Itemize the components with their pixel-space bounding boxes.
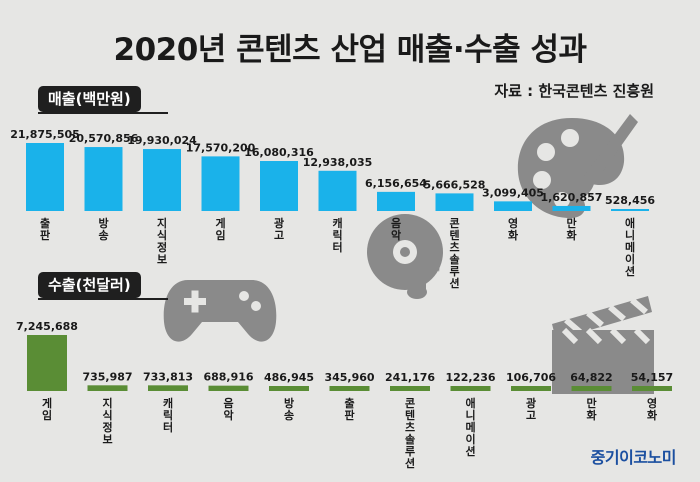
exports-value-label: 54,157	[631, 371, 673, 384]
sales-value-label: 12,938,035	[303, 156, 373, 169]
exports-value-label: 735,987	[82, 370, 132, 383]
exports-bar	[87, 385, 128, 391]
sales-bar	[201, 156, 240, 211]
sales-value-label: 6,156,654	[365, 177, 427, 190]
sales-section-title: 매출(백만원)	[38, 86, 141, 112]
exports-bar	[511, 386, 551, 391]
sales-value-label: 3,099,405	[482, 186, 544, 199]
exports-bar	[27, 335, 67, 391]
exports-value-label: 106,706	[506, 371, 556, 384]
brand-logo: 중기이코노미	[590, 448, 677, 467]
clapperboard-icon	[552, 296, 654, 394]
music-disc-icon	[367, 214, 443, 299]
sales-bar	[552, 205, 591, 211]
exports-bar	[450, 386, 491, 391]
exports-bar	[148, 385, 188, 391]
sales-value-label: 5,666,528	[424, 178, 486, 191]
exports-value-label: 241,176	[385, 371, 435, 384]
exports-value-label: 122,236	[445, 371, 495, 384]
sales-bar	[84, 147, 123, 211]
sales-value-label: 1,620,857	[541, 191, 603, 204]
sales-bar	[377, 191, 415, 211]
game-controller-icon	[163, 280, 277, 342]
sales-chart: 21,875,505 출 판 20,570,856 방 송 19,930,024 지 식 정 보 17…	[10, 128, 655, 290]
sales-value-label: 528,456	[605, 194, 655, 207]
sales-bar	[494, 201, 532, 211]
palette-icon	[517, 114, 638, 218]
sales-bar	[435, 193, 474, 211]
page-title: 2020년 콘텐츠 산업 매출·수출 성과	[113, 32, 587, 68]
sales-bar	[611, 209, 649, 211]
sales-value-label: 19,930,024	[127, 134, 197, 147]
exports-bar	[571, 386, 612, 391]
exports-bar	[329, 386, 370, 391]
sales-value-label: 17,570,200	[186, 141, 256, 154]
sales-value-label: 16,080,316	[244, 146, 314, 159]
exports-section-title: 수출(천달러)	[38, 272, 141, 298]
sales-value-label: 21,875,505	[10, 128, 80, 141]
sales-bar	[143, 149, 181, 211]
exports-value-label: 733,813	[143, 370, 193, 383]
exports-value-label: 64,822	[570, 371, 612, 384]
exports-value-label: 486,945	[264, 371, 314, 384]
exports-value-label: 688,916	[203, 371, 253, 384]
exports-bar	[208, 385, 249, 391]
sales-bar	[260, 161, 298, 211]
sales-section-underline	[38, 112, 168, 114]
exports-value-label: 345,960	[324, 371, 374, 384]
exports-bar	[269, 386, 309, 391]
exports-bar	[390, 386, 430, 391]
sales-bar	[318, 170, 357, 211]
exports-bar	[632, 386, 672, 391]
sales-bar	[26, 143, 64, 211]
sales-value-label: 20,570,856	[69, 132, 139, 145]
exports-value-label: 7,245,688	[16, 320, 78, 333]
source-note: 자료 : 한국콘텐츠 진흥원	[494, 82, 654, 100]
exports-section-underline	[38, 298, 168, 300]
exports-chart: 7,245,688 게 임 735,987 지 식 정 보 733,813 캐 릭 터 688,916 음…	[16, 320, 673, 470]
